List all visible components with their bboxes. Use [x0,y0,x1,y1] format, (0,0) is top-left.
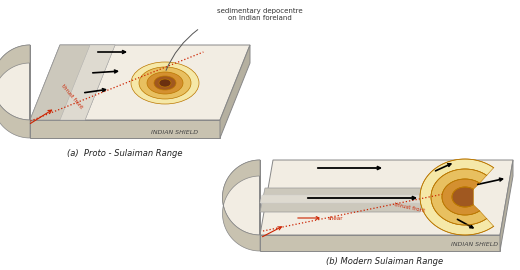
Ellipse shape [139,67,191,99]
Text: thrust front: thrust front [60,84,84,110]
Text: INDIAN SHIELD: INDIAN SHIELD [451,242,499,248]
Ellipse shape [159,79,171,87]
Polygon shape [260,160,513,235]
Polygon shape [60,45,115,120]
Polygon shape [223,160,260,235]
Ellipse shape [147,72,183,94]
Polygon shape [30,45,250,120]
Ellipse shape [131,62,199,104]
Text: shear: shear [327,215,343,221]
Polygon shape [431,169,487,225]
Polygon shape [442,179,479,215]
Text: (b) Modern Sulaiman Range: (b) Modern Sulaiman Range [327,258,444,266]
Ellipse shape [154,76,176,90]
Polygon shape [220,45,250,138]
Polygon shape [260,195,422,203]
Text: thrust front: thrust front [394,202,426,214]
Polygon shape [260,188,425,212]
Polygon shape [452,187,473,207]
Polygon shape [0,45,30,120]
Polygon shape [223,160,260,251]
Text: INDIAN SHIELD: INDIAN SHIELD [151,130,199,134]
Polygon shape [420,159,493,235]
Polygon shape [30,45,115,120]
Text: (a)  Proto - Sulaiman Range: (a) Proto - Sulaiman Range [67,148,183,157]
Text: sedimentary depocentre
on Indian foreland: sedimentary depocentre on Indian forelan… [217,8,303,21]
Polygon shape [0,45,30,138]
Polygon shape [30,120,220,138]
Polygon shape [260,235,500,251]
Polygon shape [500,160,513,251]
